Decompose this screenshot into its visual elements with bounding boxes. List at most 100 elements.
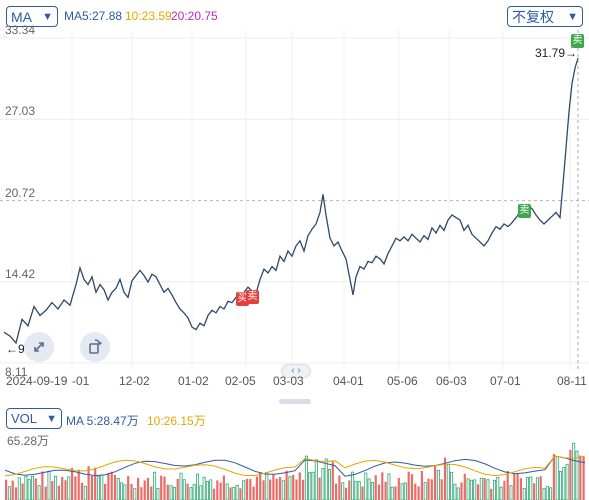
volume-bar bbox=[269, 479, 272, 500]
volume-bar bbox=[182, 479, 186, 500]
volume-bar bbox=[143, 480, 146, 500]
volume-bar bbox=[67, 476, 71, 500]
volume-bar bbox=[354, 480, 358, 500]
price-chart-svg bbox=[0, 30, 589, 370]
volume-bar bbox=[555, 456, 559, 500]
volume-bar bbox=[123, 484, 127, 500]
volume-bar bbox=[140, 487, 143, 500]
volume-bar bbox=[434, 465, 437, 500]
volume-bar bbox=[509, 485, 513, 500]
volume-bar bbox=[367, 478, 371, 500]
volume-bar bbox=[83, 486, 87, 500]
volume-bar bbox=[51, 481, 54, 500]
volume-bar bbox=[225, 483, 229, 500]
high-price-label: 31.79→ bbox=[535, 46, 578, 60]
volume-bar bbox=[37, 485, 41, 500]
volume-bar bbox=[107, 472, 110, 500]
volume-bar bbox=[545, 486, 549, 500]
volume-bar bbox=[7, 486, 11, 500]
volume-bar bbox=[549, 487, 553, 500]
adjust-type-select[interactable]: 不复权 ▼ bbox=[507, 6, 583, 27]
diagonal-arrows-button[interactable] bbox=[24, 332, 54, 362]
volume-bar bbox=[172, 486, 176, 500]
volume-bar bbox=[414, 483, 417, 500]
volume-bar bbox=[341, 482, 345, 500]
volume-ma-line bbox=[4, 455, 586, 477]
volume-bar bbox=[272, 474, 275, 500]
volume-bar bbox=[575, 450, 579, 500]
volume-bar bbox=[559, 471, 563, 500]
volume-bar bbox=[440, 479, 443, 500]
x-axis: 2024-09-19 -01 12-02 01-02 02-05 03-03 0… bbox=[0, 374, 589, 392]
volume-bar bbox=[133, 488, 137, 500]
volume-bar bbox=[496, 476, 500, 500]
volume-bar bbox=[11, 480, 14, 500]
volume-bar bbox=[166, 484, 169, 500]
volume-bar bbox=[80, 482, 84, 500]
volume-bar bbox=[160, 475, 163, 500]
volume-bar bbox=[163, 476, 166, 500]
volume-chart-svg bbox=[4, 442, 586, 500]
volume-bar bbox=[137, 477, 140, 500]
volume-bar bbox=[436, 469, 440, 500]
volume-bar bbox=[77, 469, 80, 500]
volume-max-label: 65.28万 bbox=[7, 434, 50, 448]
volume-bar bbox=[192, 484, 196, 500]
volume-bar bbox=[295, 479, 298, 500]
volume-bar bbox=[384, 481, 387, 500]
ma-indicator-select[interactable]: MA ▼ bbox=[6, 6, 58, 27]
volume-bar bbox=[189, 487, 193, 500]
volume-bar bbox=[539, 476, 542, 500]
rotate-button[interactable] bbox=[80, 332, 110, 362]
volume-bar bbox=[423, 482, 427, 500]
volume-bar bbox=[288, 476, 292, 500]
volume-bar bbox=[463, 473, 466, 500]
ma10-readout: 10:23.59 bbox=[125, 9, 172, 23]
volume-bar bbox=[74, 476, 77, 500]
rotate-icon bbox=[89, 339, 102, 354]
volume-bar bbox=[104, 483, 107, 500]
price-chart[interactable] bbox=[0, 30, 589, 370]
volume-bar bbox=[582, 457, 585, 500]
volume-bar bbox=[54, 475, 58, 500]
chevron-down-icon: ▼ bbox=[42, 10, 53, 23]
volume-bar bbox=[324, 458, 328, 500]
volume-bar bbox=[453, 483, 457, 500]
volume-bar bbox=[311, 471, 315, 500]
volume-bar bbox=[249, 479, 252, 500]
volume-indicator-select[interactable]: VOL ▼ bbox=[6, 408, 62, 429]
volume-bar bbox=[417, 486, 420, 500]
panel-divider[interactable] bbox=[0, 398, 589, 406]
volume-bar bbox=[374, 475, 377, 500]
volume-bar bbox=[403, 482, 407, 500]
volume-bar bbox=[476, 484, 480, 500]
volume-bar bbox=[21, 483, 24, 500]
volume-bar bbox=[97, 476, 101, 500]
volume-bar bbox=[61, 476, 64, 500]
volume-bar bbox=[469, 479, 473, 500]
trade-mark-badge: 卖 bbox=[246, 290, 259, 304]
volume-bar bbox=[370, 482, 374, 500]
x-tick-label: 2024-09-19 bbox=[6, 374, 68, 388]
price-line bbox=[3, 57, 579, 345]
chart-scroll-handle[interactable]: ‹ › bbox=[281, 364, 311, 378]
volume-chart[interactable] bbox=[0, 430, 589, 500]
volume-bar bbox=[255, 476, 258, 500]
trade-mark-badge: 卖 bbox=[518, 204, 531, 218]
volume-bar bbox=[304, 455, 308, 500]
volume-bar bbox=[338, 475, 341, 500]
volume-bar bbox=[87, 466, 90, 500]
volume-bar bbox=[57, 485, 60, 500]
volume-bar bbox=[522, 488, 526, 500]
volume-bar bbox=[377, 484, 381, 500]
volume-bar bbox=[179, 472, 183, 500]
volume-bar bbox=[275, 478, 278, 500]
volume-bar bbox=[245, 478, 249, 500]
volume-bar bbox=[533, 483, 536, 500]
volume-ma-line bbox=[4, 455, 586, 477]
x-tick-label: 12-02 bbox=[119, 374, 150, 388]
volume-bar bbox=[239, 488, 242, 500]
volume-bar bbox=[579, 455, 582, 500]
volume-bar bbox=[483, 477, 486, 500]
volume-bar bbox=[116, 478, 120, 500]
